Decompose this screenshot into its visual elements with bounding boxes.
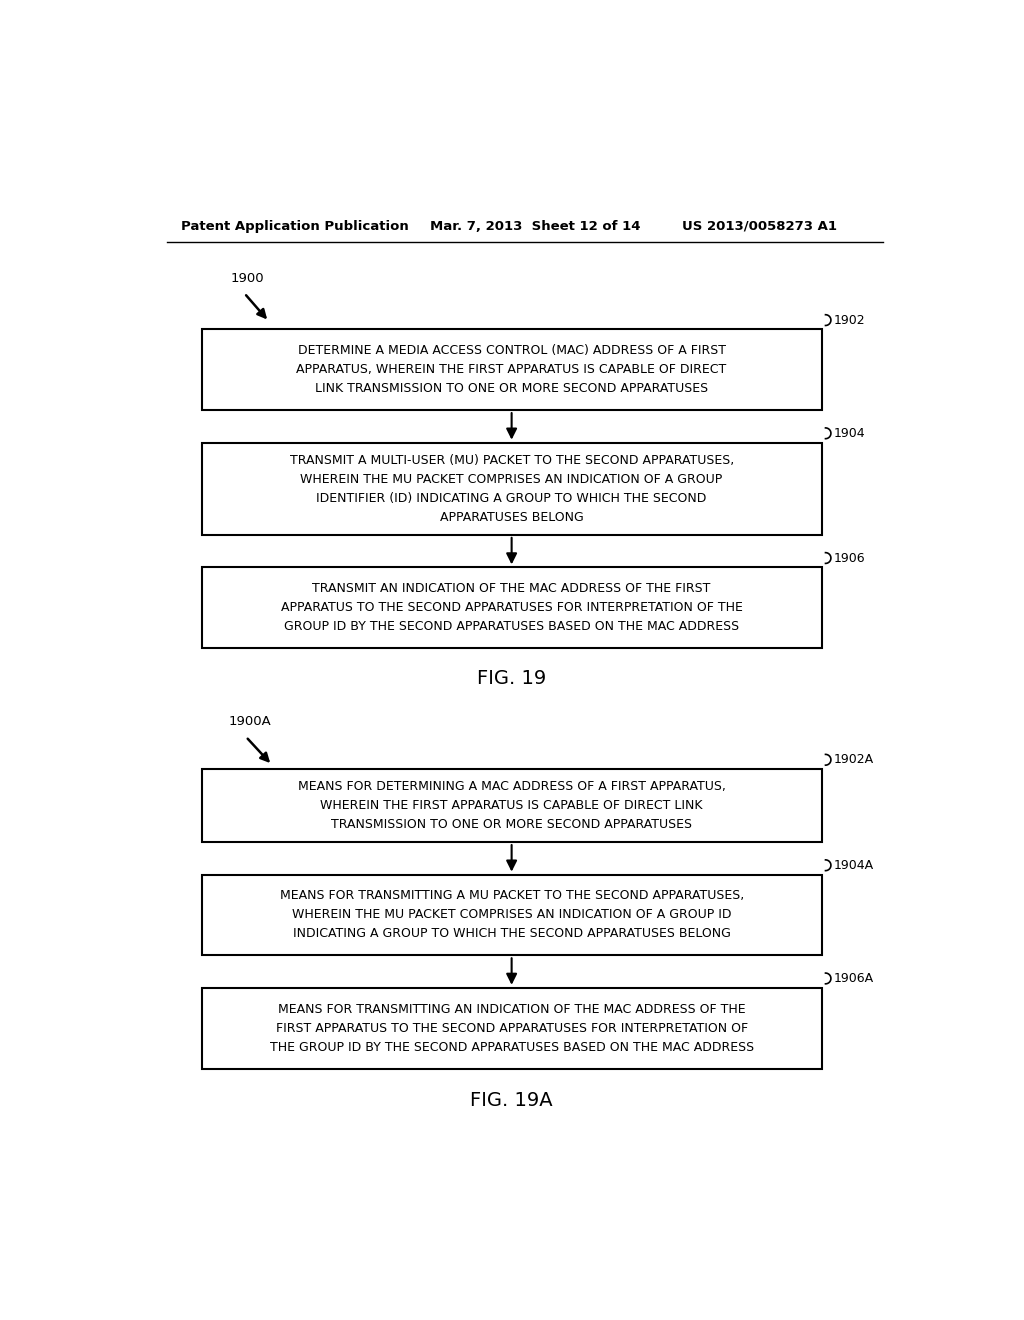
Text: MEANS FOR TRANSMITTING A MU PACKET TO THE SECOND APPARATUSES,
WHEREIN THE MU PAC: MEANS FOR TRANSMITTING A MU PACKET TO TH… bbox=[280, 890, 743, 940]
Text: Mar. 7, 2013  Sheet 12 of 14: Mar. 7, 2013 Sheet 12 of 14 bbox=[430, 219, 641, 232]
Text: 1904: 1904 bbox=[834, 426, 865, 440]
Text: TRANSMIT AN INDICATION OF THE MAC ADDRESS OF THE FIRST
APPARATUS TO THE SECOND A: TRANSMIT AN INDICATION OF THE MAC ADDRES… bbox=[281, 582, 742, 634]
Bar bbox=[202, 987, 821, 1068]
Text: 1902A: 1902A bbox=[834, 754, 873, 767]
Text: 1900A: 1900A bbox=[228, 715, 271, 729]
Text: MEANS FOR TRANSMITTING AN INDICATION OF THE MAC ADDRESS OF THE
FIRST APPARATUS T: MEANS FOR TRANSMITTING AN INDICATION OF … bbox=[269, 1003, 754, 1053]
Bar bbox=[202, 330, 821, 411]
Bar bbox=[202, 442, 821, 535]
Text: 1906A: 1906A bbox=[834, 972, 873, 985]
Text: US 2013/0058273 A1: US 2013/0058273 A1 bbox=[682, 219, 838, 232]
Text: Patent Application Publication: Patent Application Publication bbox=[180, 219, 409, 232]
Bar bbox=[202, 568, 821, 648]
Text: TRANSMIT A MULTI-USER (MU) PACKET TO THE SECOND APPARATUSES,
WHEREIN THE MU PACK: TRANSMIT A MULTI-USER (MU) PACKET TO THE… bbox=[290, 454, 734, 524]
Bar bbox=[202, 874, 821, 956]
Text: MEANS FOR DETERMINING A MAC ADDRESS OF A FIRST APPARATUS,
WHEREIN THE FIRST APPA: MEANS FOR DETERMINING A MAC ADDRESS OF A… bbox=[298, 780, 726, 832]
Text: FIG. 19: FIG. 19 bbox=[477, 669, 546, 689]
Text: 1902: 1902 bbox=[834, 314, 865, 326]
Text: 1900: 1900 bbox=[230, 272, 264, 285]
Text: 1906: 1906 bbox=[834, 552, 865, 565]
Bar bbox=[202, 770, 821, 842]
Text: 1904A: 1904A bbox=[834, 859, 873, 871]
Text: DETERMINE A MEDIA ACCESS CONTROL (MAC) ADDRESS OF A FIRST
APPARATUS, WHEREIN THE: DETERMINE A MEDIA ACCESS CONTROL (MAC) A… bbox=[297, 345, 727, 395]
Text: FIG. 19A: FIG. 19A bbox=[470, 1092, 553, 1110]
